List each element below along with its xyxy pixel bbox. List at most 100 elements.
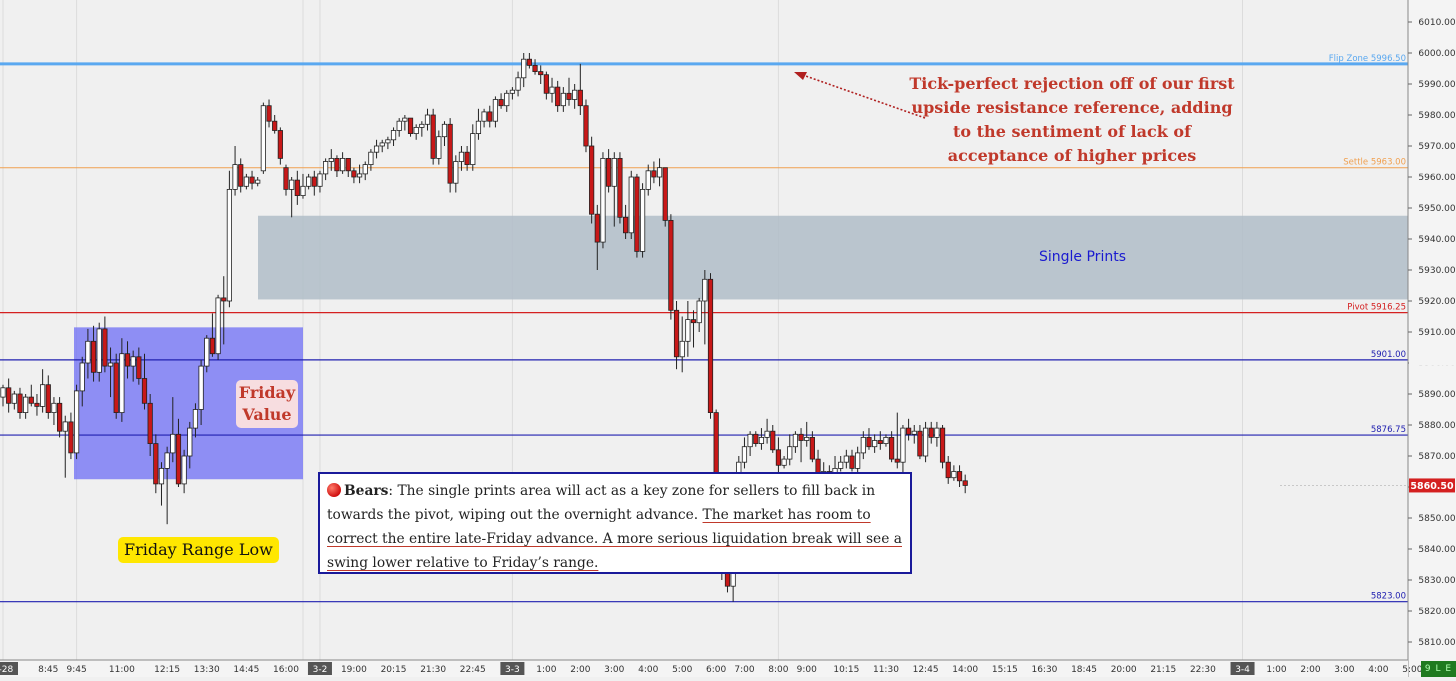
candle-body	[419, 123, 425, 128]
candle-body	[498, 99, 504, 107]
level-label: Flip Zone 5996.50	[1329, 54, 1406, 64]
candle-body	[181, 455, 187, 485]
time-tick-label: 20:15	[381, 665, 407, 675]
candle-body	[798, 433, 804, 441]
candle-body	[917, 430, 923, 457]
candle-body	[345, 157, 351, 172]
candle-body	[215, 297, 221, 355]
candle-body	[600, 157, 606, 243]
level-price-tag	[1409, 57, 1455, 70]
time-tick-label: 10:15	[833, 665, 859, 675]
candle-body	[894, 458, 900, 463]
candle-body	[651, 170, 657, 178]
candle-body	[187, 427, 193, 457]
candle-body	[945, 461, 951, 479]
candle-body	[453, 161, 459, 184]
candle-body	[390, 130, 397, 141]
candle-body	[758, 436, 765, 444]
candle-body	[849, 455, 855, 469]
candle-body	[481, 111, 487, 122]
candle-body	[770, 430, 776, 451]
candle-body	[34, 402, 40, 407]
candle-body	[198, 365, 204, 410]
candle-body	[487, 111, 493, 122]
candle-body	[843, 455, 849, 463]
candle-body	[28, 396, 34, 404]
candle-body	[883, 436, 889, 444]
candle-body	[515, 77, 521, 91]
candle-body	[922, 427, 929, 457]
level-label: 5876.75	[1371, 425, 1406, 435]
candle-body	[645, 170, 651, 190]
candle-body	[617, 157, 623, 218]
candle-body	[158, 467, 165, 485]
candle-body	[889, 436, 895, 460]
candle-body	[577, 89, 583, 107]
status-corner-badge: 9 L E	[1421, 661, 1456, 677]
candle-body	[90, 340, 97, 373]
candle-body	[402, 117, 408, 122]
time-tick-label: 9:00	[797, 665, 817, 675]
level-label: Settle 5963.00	[1343, 158, 1406, 168]
candle-body	[40, 384, 46, 407]
time-tick-label: 8:00	[768, 665, 788, 675]
candle-body	[192, 409, 199, 429]
candle-body	[809, 436, 815, 460]
candle-body	[707, 278, 714, 413]
candle-body	[147, 402, 153, 444]
candle-body	[57, 402, 63, 432]
level-price-tag	[1409, 161, 1455, 174]
price-tick-label: 6000.00	[1418, 49, 1455, 59]
time-tick-label: 14:00	[952, 665, 978, 675]
price-tick-label: 5990.00	[1418, 80, 1455, 90]
candle-body	[170, 433, 176, 454]
price-tick-label: 5950.00	[1418, 204, 1455, 214]
candle-body	[221, 297, 227, 302]
candle-body	[639, 188, 646, 252]
candle-body	[549, 86, 555, 94]
candle-body	[470, 133, 476, 166]
candle-body	[130, 356, 136, 367]
time-tick-label: 20:00	[1111, 665, 1137, 675]
candle-body	[509, 89, 516, 94]
candle-body	[175, 433, 182, 485]
candle-body	[141, 378, 148, 404]
date-marker-label: 3-3	[505, 665, 520, 675]
candle-body	[526, 58, 532, 66]
price-tick-label: 5890.00	[1418, 390, 1455, 400]
candle-body	[543, 74, 549, 94]
last-price-tag	[1409, 478, 1455, 493]
time-tick-label: 22:30	[1190, 665, 1216, 675]
candle-body	[153, 443, 159, 485]
time-axis-background	[0, 660, 1408, 677]
level-label: Pivot 5916.25	[1347, 303, 1406, 313]
price-tick-label: 5880.00	[1418, 421, 1455, 431]
level-price-tag	[1409, 595, 1455, 608]
candle-body	[249, 176, 255, 184]
candle-body	[243, 176, 249, 187]
candle-body	[532, 65, 538, 73]
time-tick-label: 4:00	[1368, 665, 1388, 675]
candle-body	[628, 176, 634, 234]
candle-body	[396, 120, 402, 131]
candle-body	[385, 139, 391, 144]
candle-body	[124, 353, 131, 367]
candle-body	[379, 142, 385, 147]
price-tick-label: 6010.00	[1418, 18, 1455, 28]
time-tick-label: 1:00	[536, 665, 556, 675]
price-tick-label: 5940.00	[1418, 235, 1455, 245]
time-tick-label: 15:15	[992, 665, 1018, 675]
price-tick-label: 5960.00	[1418, 173, 1455, 183]
candle-body	[934, 427, 940, 438]
candle-body	[787, 446, 793, 460]
time-tick-label: 3:00	[604, 665, 624, 675]
candle-body	[289, 179, 295, 190]
candle-body	[447, 123, 453, 184]
candle-body	[238, 164, 244, 187]
level-label: 5823.00	[1371, 592, 1406, 602]
candle-body	[555, 86, 561, 107]
candle-body	[951, 471, 957, 479]
candle-body	[311, 176, 317, 187]
